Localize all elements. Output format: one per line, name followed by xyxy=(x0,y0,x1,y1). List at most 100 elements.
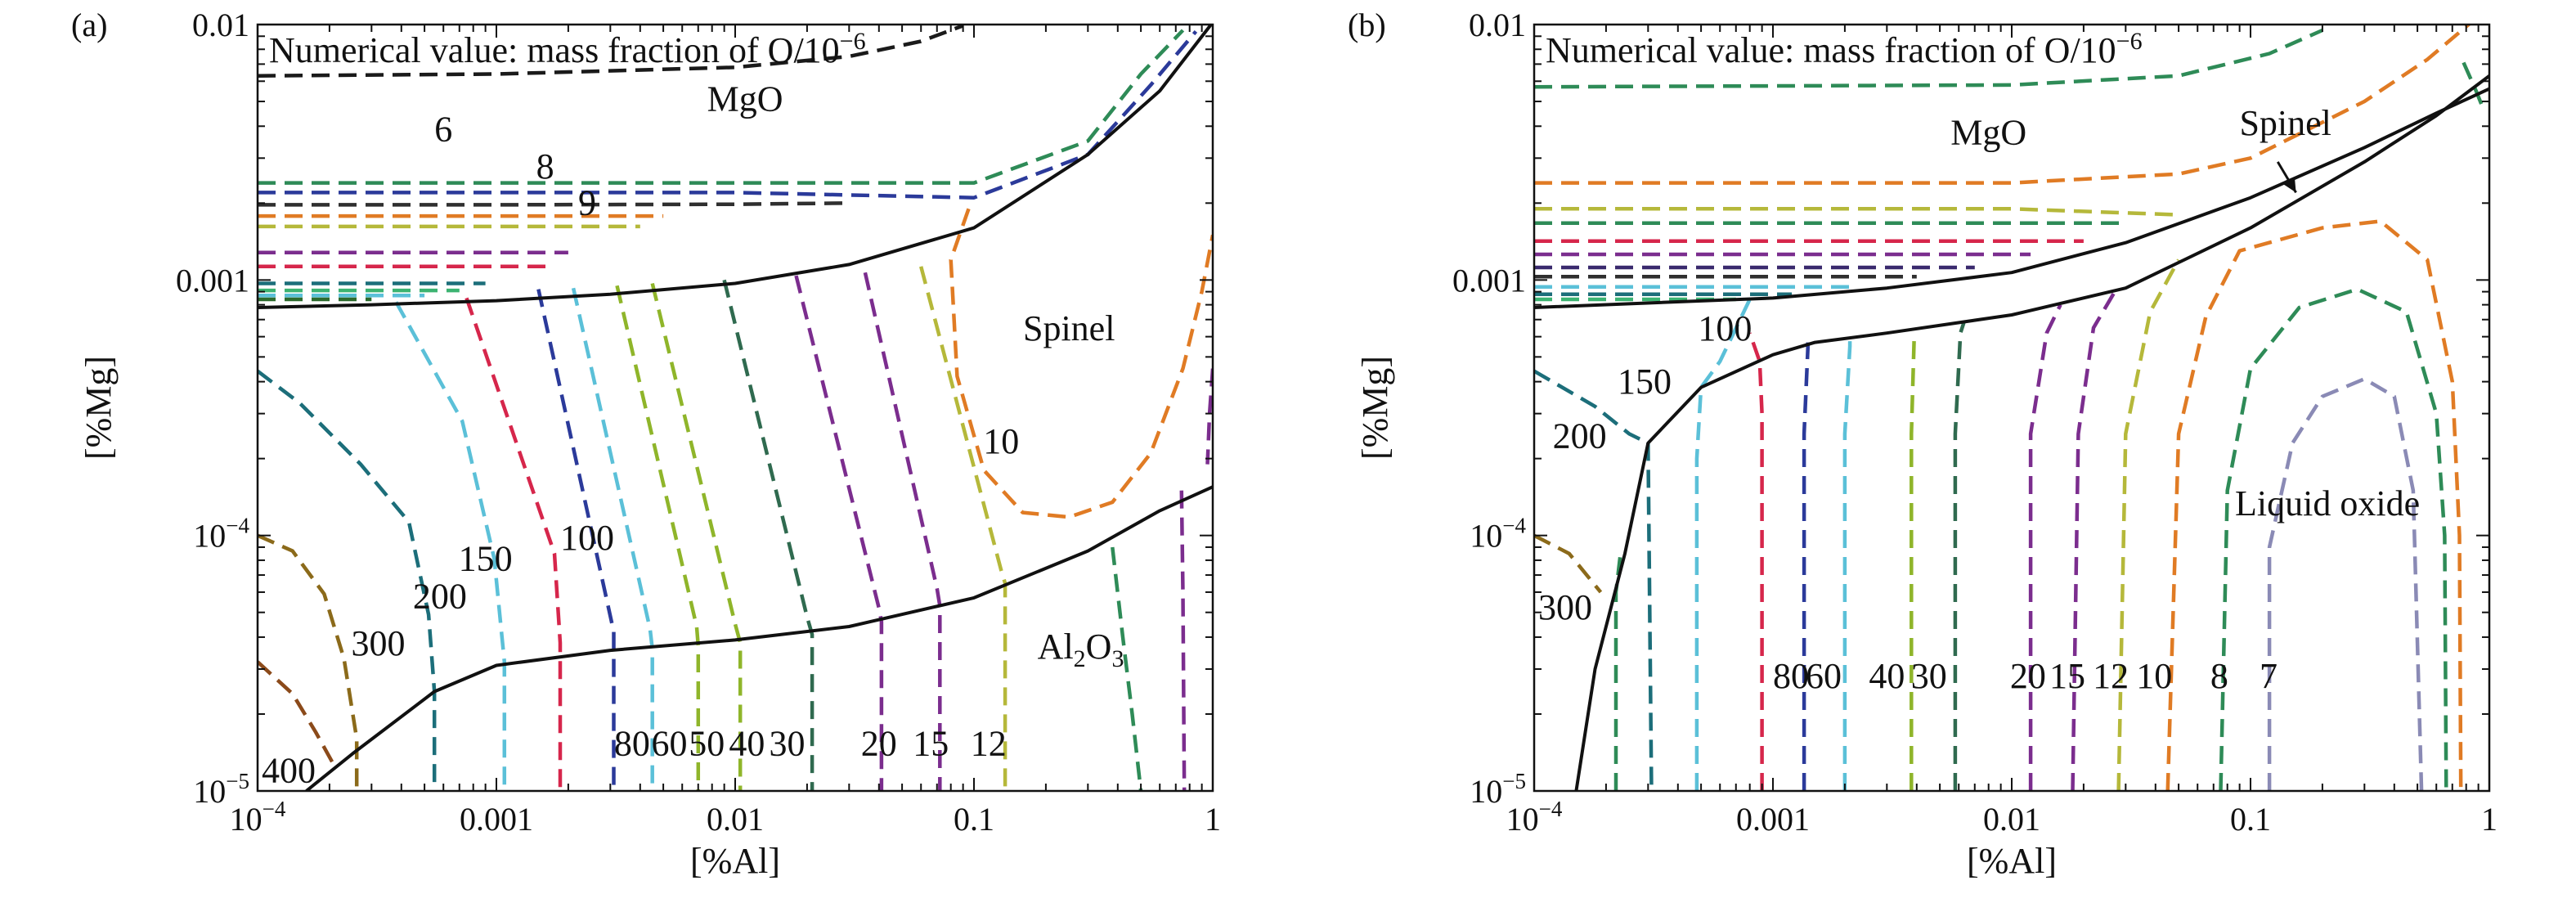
unit-note: Numerical value: mass fraction of O/10−6 xyxy=(269,28,866,70)
contour-line xyxy=(571,287,654,791)
x-tick-label: 0.01 xyxy=(1983,801,2040,838)
contour-label: 80 xyxy=(614,723,650,763)
x-tick-label: 0.001 xyxy=(1736,801,1810,838)
contour-line xyxy=(722,279,815,791)
y-tick-label: 10−5 xyxy=(193,769,249,810)
contour-label: 40 xyxy=(729,723,765,763)
y-tick-label: 10−5 xyxy=(1470,769,1526,810)
phase-boundary-line xyxy=(258,25,1213,309)
region-label: MgO xyxy=(707,79,783,119)
contour-line xyxy=(258,29,1185,185)
y-tick-label: 0.01 xyxy=(1469,7,1526,43)
contour-line xyxy=(1748,332,1764,791)
unit-note: Numerical value: mass fraction of O/10−6 xyxy=(1546,28,2143,70)
plot-area xyxy=(1534,25,2489,791)
contour-line xyxy=(2267,377,2424,791)
contour-label: 150 xyxy=(459,538,513,578)
region-label: Spinel xyxy=(2239,103,2331,143)
contour-label: 80 xyxy=(1773,656,1809,696)
y-axis-label: [%Mg] xyxy=(79,356,119,460)
panel-a: 10−4 0.001 0.01 0.1 110−510−40.0010.01[%Al][… xyxy=(71,7,1221,881)
y-tick-label: 0.001 xyxy=(176,262,249,299)
contour-label: 12 xyxy=(971,723,1007,763)
tick-marks xyxy=(257,24,1214,792)
contour-line xyxy=(1694,299,1752,791)
contour-line xyxy=(1910,332,1919,791)
contour-line xyxy=(1111,546,1143,791)
contour-line xyxy=(650,282,743,791)
contour-line xyxy=(863,272,942,791)
contour-line xyxy=(2165,219,2463,791)
contour-label: 10 xyxy=(2136,656,2172,696)
x-axis-label: [%Al] xyxy=(1967,841,2057,881)
contour-line xyxy=(1205,368,1213,465)
phase-boundary-line xyxy=(1534,87,2489,309)
contour-line xyxy=(1534,533,1603,594)
plot-area xyxy=(258,25,1213,791)
region-label: Spinel xyxy=(1023,308,1115,348)
y-axis-label: [%Mg] xyxy=(1355,356,1395,460)
contour-line xyxy=(1534,369,1654,791)
contour-label: 7 xyxy=(2260,656,2278,696)
x-tick-label: 1 xyxy=(1205,801,1221,838)
contour-line xyxy=(1802,342,1810,791)
contour-label: 200 xyxy=(413,576,467,616)
x-tick-label: 0.1 xyxy=(954,801,994,838)
x-tick-label: 1 xyxy=(2481,801,2497,838)
y-tick-label: 0.01 xyxy=(192,7,249,43)
spinel-arrow-head xyxy=(2283,177,2296,193)
contour-line xyxy=(1953,321,1966,791)
contour-label: 400 xyxy=(262,751,316,791)
region-label: MgO xyxy=(1950,112,2026,152)
x-tick-label: 10−4 xyxy=(230,797,286,838)
contour-label: 20 xyxy=(2010,656,2046,696)
contour-line xyxy=(1534,207,2179,217)
axes-frame xyxy=(256,23,1214,793)
contour-label: 12 xyxy=(2093,656,2129,696)
contour-line xyxy=(258,369,437,791)
contour-line xyxy=(258,533,359,791)
contour-label: 8 xyxy=(536,146,554,186)
region-label: Al2O3 xyxy=(1038,627,1124,672)
region-label: Liquid oxide xyxy=(2235,483,2420,523)
contour-label: 60 xyxy=(1806,656,1842,696)
contour-line xyxy=(949,208,1213,519)
panel-label: (b) xyxy=(1348,7,1386,43)
contour-line xyxy=(2071,290,2116,791)
contour-label: 9 xyxy=(578,183,596,223)
panel-b: 10−4 0.001 0.01 0.1 110−510−40.0010.01[%Al][… xyxy=(1348,7,2497,881)
contour-label: 20 xyxy=(861,723,897,763)
contour-line xyxy=(2028,303,2062,791)
contour-line xyxy=(258,201,850,207)
contour-label: 15 xyxy=(913,723,949,763)
contour-line xyxy=(919,266,1008,791)
y-tick-label: 0.001 xyxy=(1452,262,1526,299)
contour-line xyxy=(1842,340,1852,791)
contour-label: 15 xyxy=(2049,656,2085,696)
contour-label: 150 xyxy=(1618,362,1672,402)
x-tick-label: 0.1 xyxy=(2230,801,2271,838)
contour-line xyxy=(2116,258,2181,791)
contour-line xyxy=(1534,25,2472,185)
contour-line xyxy=(464,297,563,791)
contour-label: 30 xyxy=(1911,656,1947,696)
contour-label: 40 xyxy=(1869,656,1905,696)
contour-line xyxy=(258,25,964,78)
contour-label: 10 xyxy=(983,421,1019,461)
phase-boundary-line xyxy=(305,485,1213,791)
contour-label: 200 xyxy=(1553,416,1607,456)
contour-line xyxy=(1534,28,2323,89)
contour-label: 300 xyxy=(1538,587,1592,627)
contour-label: 30 xyxy=(770,723,806,763)
x-tick-label: 10−4 xyxy=(1506,797,1563,838)
contour-line xyxy=(2462,61,2486,112)
x-tick-label: 0.01 xyxy=(707,801,764,838)
contour-line xyxy=(615,285,701,791)
contour-line xyxy=(394,301,507,791)
y-tick-label: 10−4 xyxy=(193,514,249,555)
y-tick-label: 10−4 xyxy=(1470,514,1526,555)
phase-boundary-line xyxy=(1574,74,2489,791)
x-tick-label: 0.001 xyxy=(460,801,533,838)
contour-line xyxy=(2219,287,2448,791)
